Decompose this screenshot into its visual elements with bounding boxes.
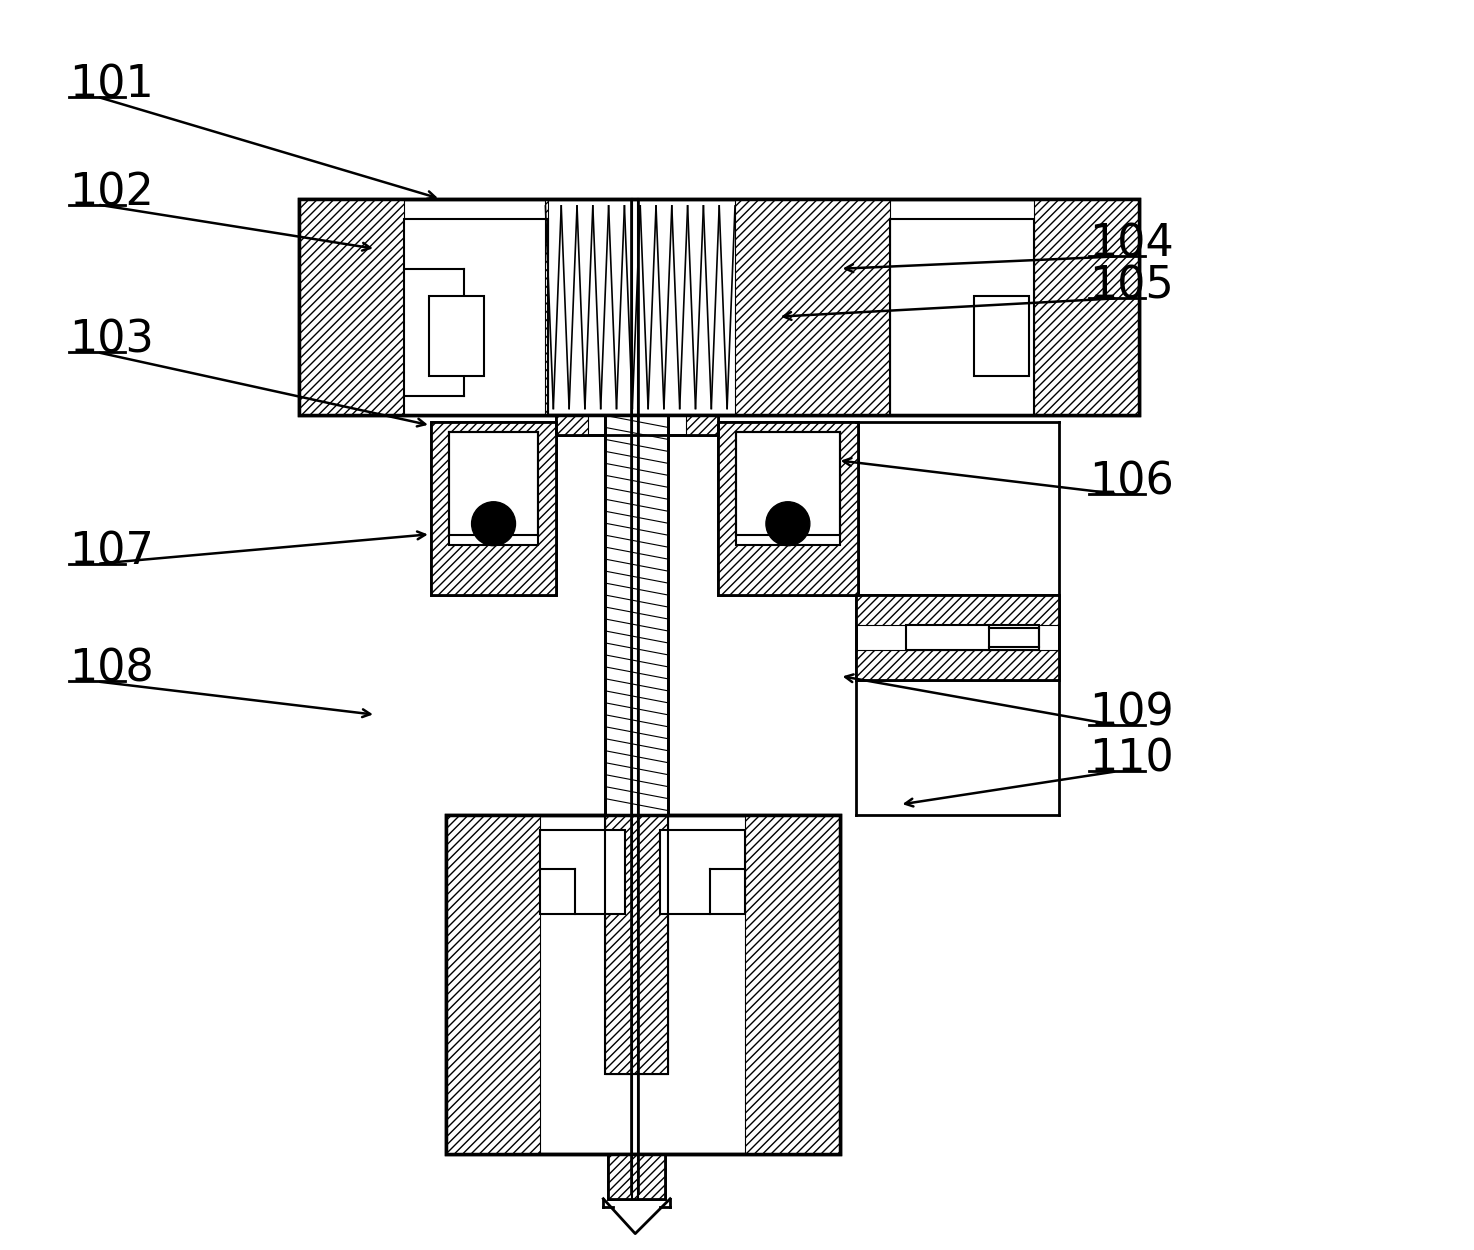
Bar [545,199,548,415]
Circle shape [472,501,516,546]
Bar [541,830,625,914]
Bar [856,650,1060,680]
Text: 103: 103 [69,319,155,361]
Bar [905,625,1039,650]
Bar [556,415,718,435]
Bar [556,415,588,435]
Text: 110: 110 [1089,738,1173,781]
Bar [299,199,404,415]
Bar [718,422,858,595]
Bar [685,415,718,435]
Text: 101: 101 [69,64,155,106]
Bar [856,650,1060,680]
Bar [445,815,541,1154]
Bar [299,199,1139,415]
Bar [448,432,538,545]
Bar [744,815,840,1154]
Bar [606,415,668,815]
Text: 107: 107 [69,530,155,574]
Bar [736,199,890,415]
Bar [606,815,668,1074]
Bar [1035,199,1139,415]
Text: 108: 108 [69,648,155,691]
Bar [609,1154,665,1199]
Bar [660,830,744,914]
Bar [685,415,718,435]
Bar [856,595,1060,680]
Bar [606,815,668,1074]
Bar [404,219,548,415]
Bar [856,595,1060,625]
Bar [430,422,556,595]
Bar [609,1154,665,1199]
Bar [429,296,483,375]
Bar [606,415,668,815]
Bar [430,422,556,595]
Bar [856,595,1060,625]
Bar [609,1154,665,1199]
Bar [609,1154,665,1199]
Bar [545,199,548,415]
Text: 109: 109 [1089,691,1173,735]
Bar [974,296,1029,375]
Bar [430,422,556,595]
Bar [299,199,1139,415]
Bar [890,219,1035,415]
Circle shape [766,501,809,546]
Bar [445,815,840,1154]
Bar [556,415,718,435]
Bar [718,422,858,595]
Bar [299,199,404,415]
Text: 104: 104 [1089,222,1173,266]
Text: 105: 105 [1089,265,1173,308]
Bar [556,415,588,435]
Bar [718,422,858,595]
Bar [1035,199,1139,415]
Bar [736,199,890,415]
Bar [856,595,1060,680]
Bar [744,815,840,1154]
Bar [430,422,556,595]
Text: 106: 106 [1089,460,1173,504]
Bar [445,815,840,1154]
Bar [445,815,541,1154]
Bar [718,422,858,595]
Text: 102: 102 [69,171,155,214]
Bar [606,815,668,1074]
Bar [736,432,840,545]
